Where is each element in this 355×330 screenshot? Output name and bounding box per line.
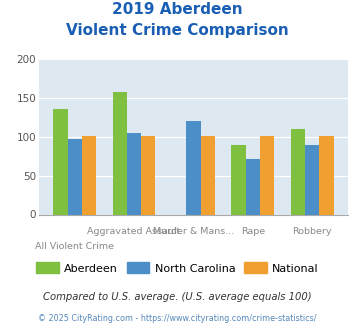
Bar	[186, 121, 201, 214]
Text: Rape: Rape	[241, 227, 265, 236]
Bar	[82, 136, 96, 214]
Bar	[291, 129, 305, 214]
Bar	[246, 159, 260, 214]
Bar	[53, 109, 67, 214]
Bar	[113, 92, 127, 214]
Bar	[201, 136, 215, 214]
Bar	[231, 145, 246, 214]
Bar	[141, 136, 155, 214]
Text: © 2025 CityRating.com - https://www.cityrating.com/crime-statistics/: © 2025 CityRating.com - https://www.city…	[38, 314, 317, 323]
Text: Robbery: Robbery	[293, 227, 332, 236]
Text: All Violent Crime: All Violent Crime	[35, 242, 114, 251]
Text: 2019 Aberdeen: 2019 Aberdeen	[112, 2, 243, 16]
Text: Murder & Mans...: Murder & Mans...	[153, 227, 234, 236]
Text: Compared to U.S. average. (U.S. average equals 100): Compared to U.S. average. (U.S. average …	[43, 292, 312, 302]
Bar	[127, 133, 141, 214]
Bar	[67, 139, 82, 214]
Bar	[320, 136, 334, 214]
Bar	[305, 146, 320, 214]
Bar	[260, 136, 274, 214]
Legend: Aberdeen, North Carolina, National: Aberdeen, North Carolina, National	[32, 258, 323, 278]
Text: Violent Crime Comparison: Violent Crime Comparison	[66, 23, 289, 38]
Text: Aggravated Assault: Aggravated Assault	[87, 227, 181, 236]
